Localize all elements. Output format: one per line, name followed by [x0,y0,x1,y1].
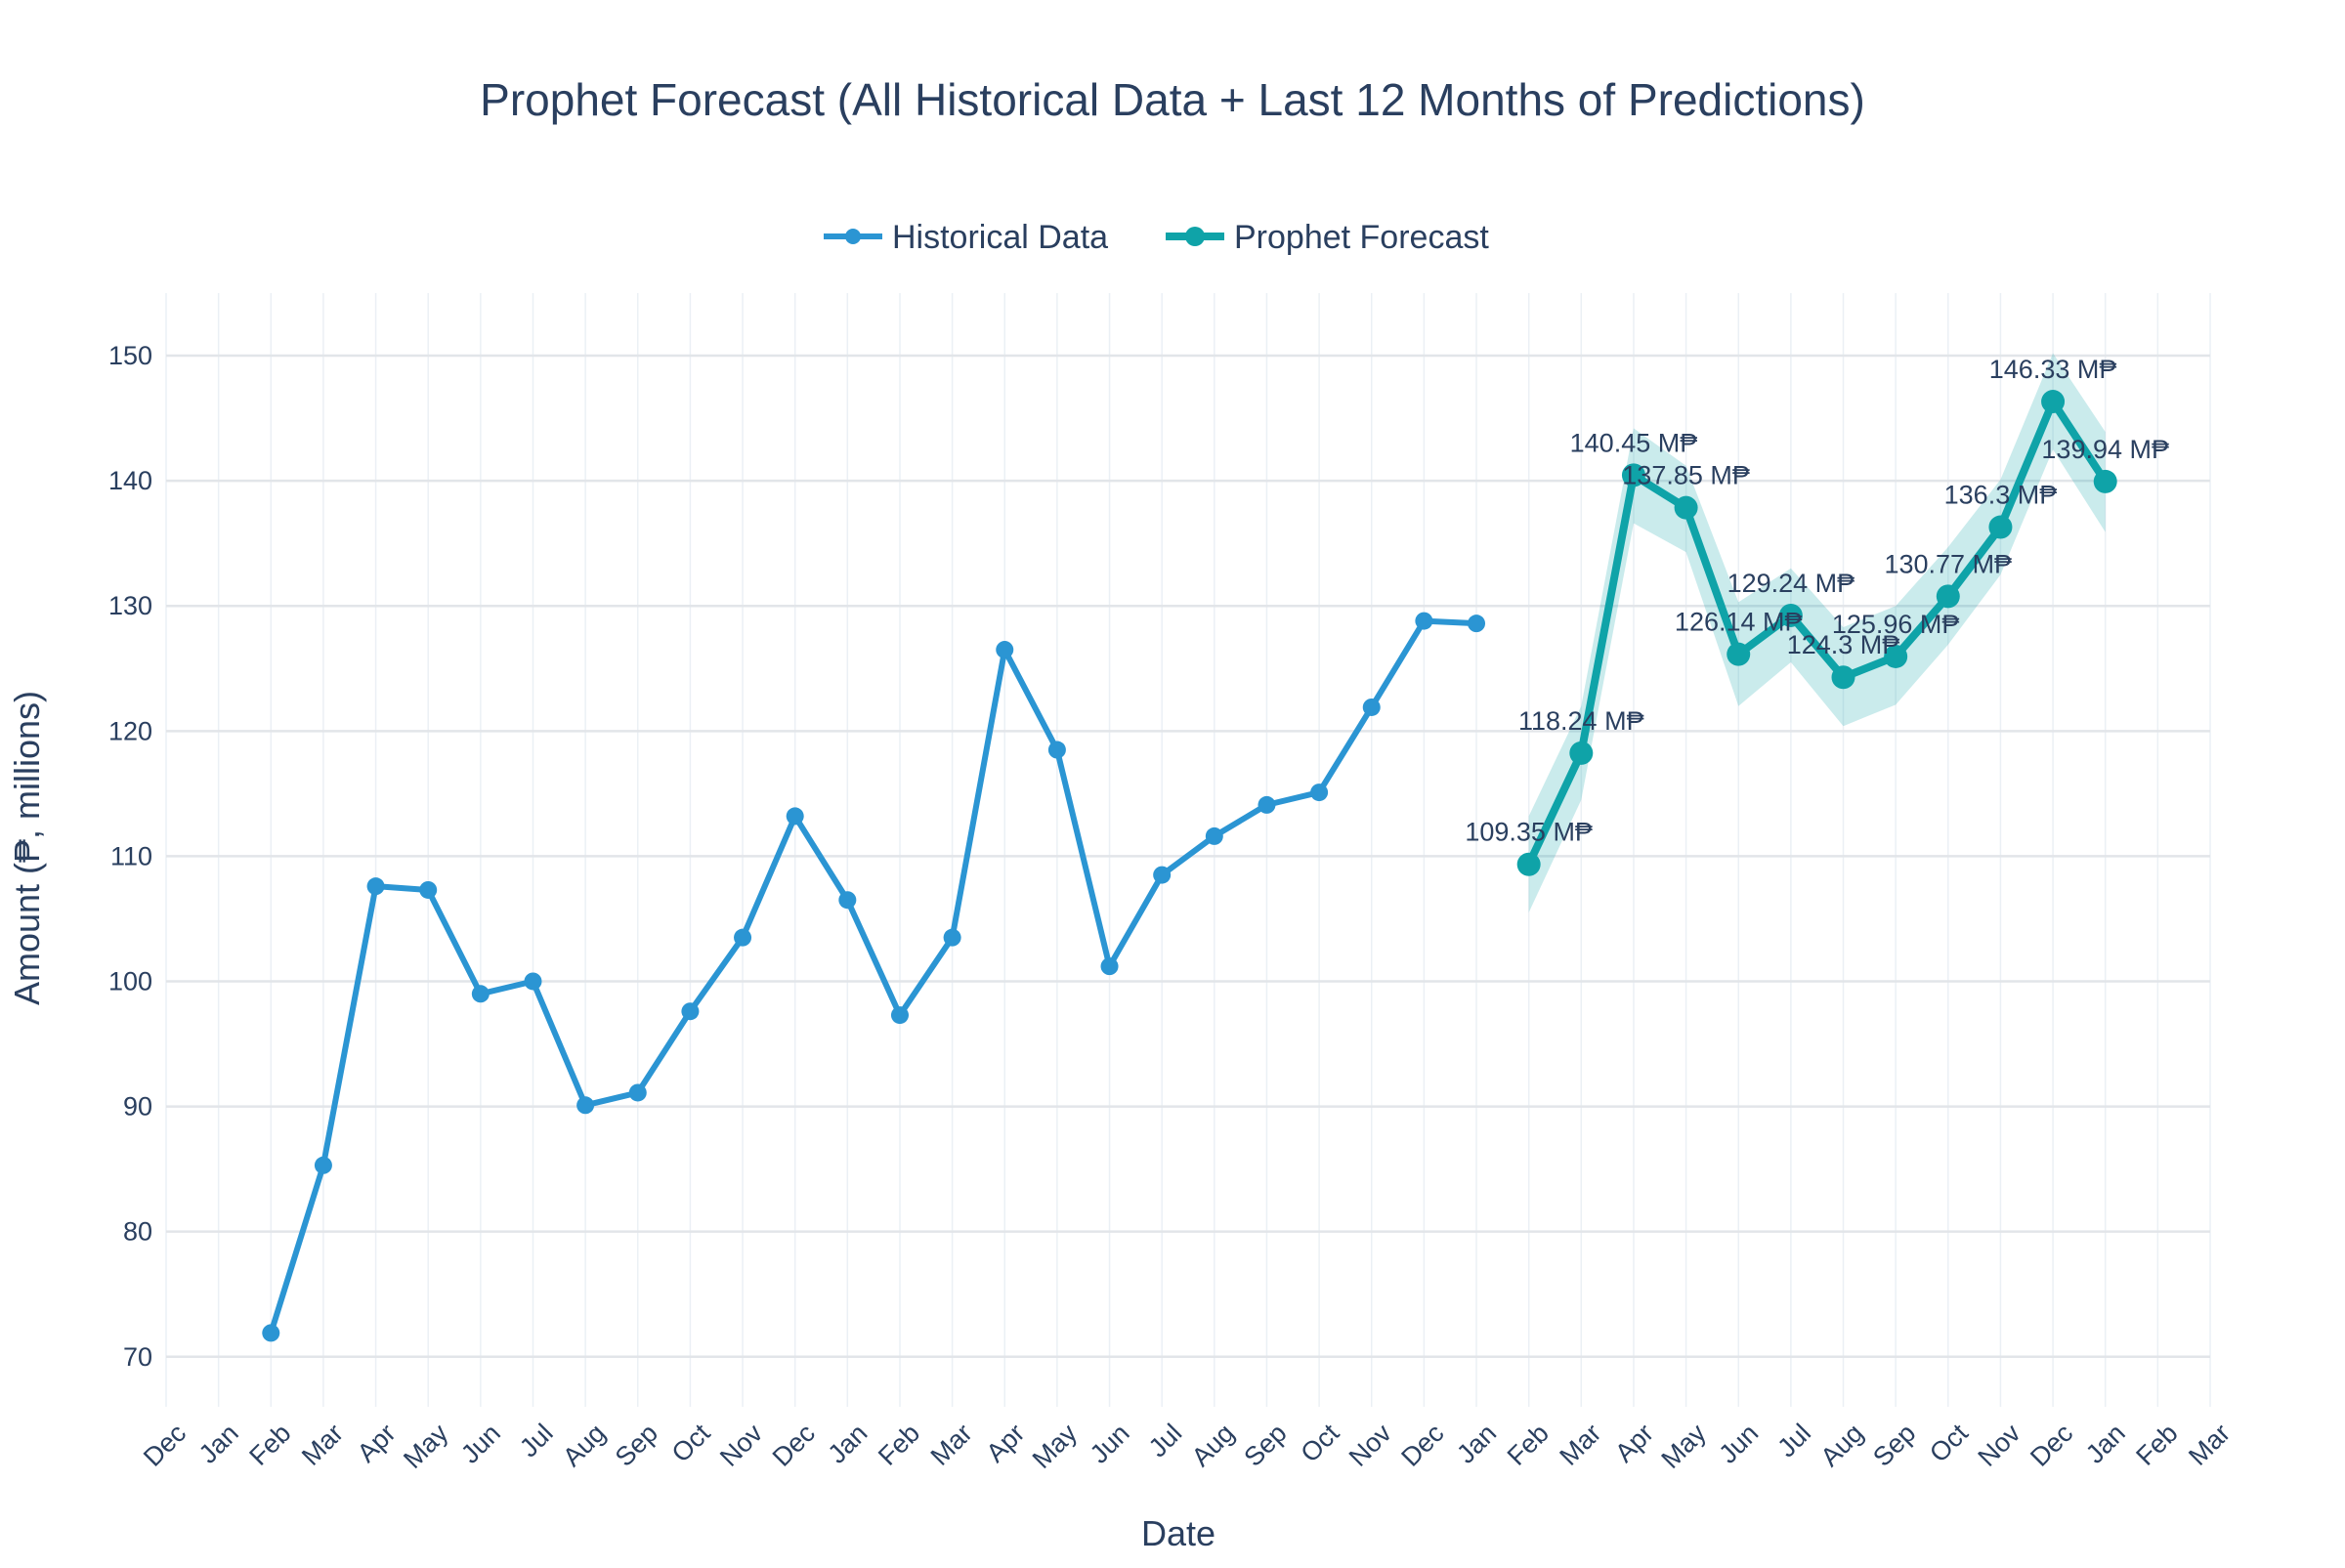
forecast-data-label: 126.14 M₱ [1675,608,1803,637]
series-lines [268,398,2110,1336]
data-point-historical[interactable] [471,985,490,1003]
series-line-historical [268,617,1480,1336]
legend-label-forecast: Prophet Forecast [1234,219,1489,256]
data-point-forecast[interactable] [1674,495,1698,520]
data-point-historical[interactable] [1153,866,1172,884]
data-point-historical[interactable] [628,1083,647,1102]
data-point-historical[interactable] [1362,698,1381,716]
forecast-data-label: 136.3 M₱ [1944,481,2058,510]
data-point-historical[interactable] [681,1002,700,1021]
data-point-forecast[interactable] [1936,584,1960,609]
y-tick-label: 120 [108,716,152,745]
data-point-historical[interactable] [419,880,438,899]
legend-marker-forecast [1185,227,1205,246]
y-tick-label: 130 [108,591,152,620]
data-point-forecast[interactable] [1831,665,1855,690]
series-markers [262,390,2117,1342]
forecast-data-label: 124.3 M₱ [1787,630,1900,659]
forecast-interval-band [1528,353,2106,913]
legend-label-historical: Historical Data [892,219,1108,256]
data-point-historical[interactable] [1100,957,1119,976]
data-point-forecast[interactable] [2093,469,2117,493]
gridlines [165,293,2211,1407]
y-tick-label: 100 [108,966,152,996]
x-axis-title: Date [1141,1513,1215,1553]
data-point-historical[interactable] [734,928,752,947]
forecast-data-label: 129.24 M₱ [1727,569,1855,598]
forecast-data-label: 139.94 M₱ [2041,435,2169,464]
forecast-confidence-band [1528,353,2106,913]
forecast-data-label: 109.35 M₱ [1465,818,1593,847]
legend[interactable]: Historical Data Prophet Forecast [824,219,1489,256]
data-point-historical[interactable] [314,1156,332,1174]
data-point-historical[interactable] [524,972,542,991]
data-point-forecast[interactable] [1988,515,2013,539]
data-point-historical[interactable] [943,928,961,947]
data-point-historical[interactable] [838,891,857,910]
data-point-forecast[interactable] [2041,390,2066,414]
data-point-historical[interactable] [1468,614,1486,633]
y-tick-label: 90 [123,1092,152,1122]
data-point-historical[interactable] [366,877,385,896]
data-point-historical[interactable] [1258,795,1276,814]
data-point-forecast[interactable] [1516,852,1541,876]
forecast-data-label: 146.33 M₱ [1989,355,2117,384]
data-labels: 109.35 M₱ 118.24 M₱ 140.45 M₱ 137.85 M₱ 126.… [1465,355,2169,847]
y-tick-label: 150 [108,341,152,370]
y-tick-label: 70 [123,1342,152,1372]
data-point-historical[interactable] [890,1006,909,1025]
data-point-historical[interactable] [1205,826,1223,845]
y-tick-label: 80 [123,1217,152,1247]
data-point-historical[interactable] [996,641,1014,659]
y-tick-label: 140 [108,466,152,495]
forecast-data-label: 137.85 M₱ [1622,461,1750,490]
data-point-historical[interactable] [262,1324,280,1342]
data-point-historical[interactable] [1047,741,1066,759]
forecast-data-label: 130.77 M₱ [1884,549,2012,578]
y-tick-label: 110 [110,841,152,870]
series-line-forecast [1524,398,2110,869]
data-point-historical[interactable] [576,1096,595,1115]
forecast-data-label: 140.45 M₱ [1570,428,1698,457]
legend-marker-historical [845,229,861,244]
data-point-forecast[interactable] [1727,642,1751,666]
data-point-forecast[interactable] [1778,603,1803,627]
data-point-historical[interactable] [1310,784,1329,802]
data-point-historical[interactable] [786,807,804,826]
data-point-forecast[interactable] [1884,644,1908,668]
y-axis-title: Amount (₱, millions) [7,691,47,1005]
data-point-forecast[interactable] [1569,741,1594,765]
forecast-data-label: 118.24 M₱ [1518,706,1644,736]
chart-title: Prophet Forecast (All Historical Data + … [480,74,1865,125]
data-point-historical[interactable] [1415,612,1433,630]
data-point-forecast[interactable] [1621,463,1645,487]
forecast-data-label: 125.96 M₱ [1832,610,1960,639]
